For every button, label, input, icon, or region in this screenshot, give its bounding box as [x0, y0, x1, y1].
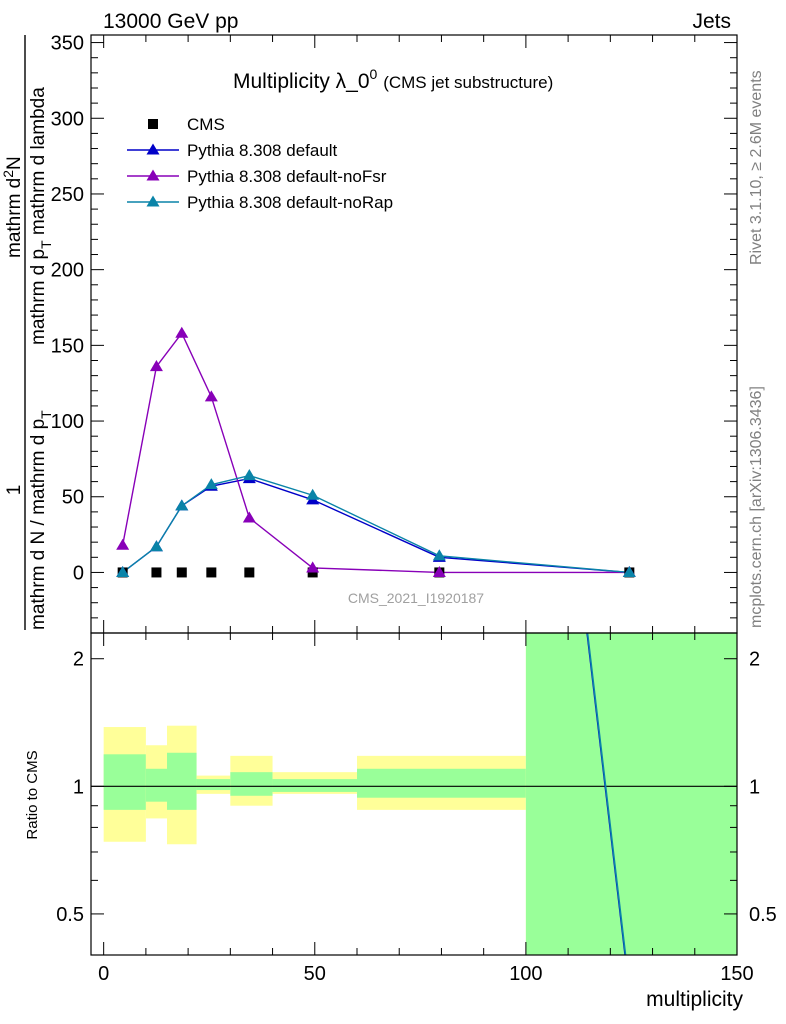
mcplots-label: mcplots.cern.ch [arXiv:1306.3436]: [748, 386, 765, 628]
y-tick-label: 350: [51, 33, 84, 55]
ratio-y-tick-label: 1: [73, 776, 84, 798]
legend-label: Pythia 8.308 default-noFsr: [187, 167, 387, 186]
ratio-series-lines: [586, 632, 627, 956]
ratio-plot-frame: [90, 632, 738, 956]
data-point-triangle: [116, 565, 130, 577]
y-tick-label: 150: [51, 335, 84, 357]
y-label-frac1-num: 1: [4, 485, 25, 496]
x-tick-label: 0: [98, 963, 109, 985]
ratio-band-green: [167, 752, 197, 810]
ratio-y-tick-label-right: 0.5: [749, 904, 777, 926]
y-tick-label: 300: [51, 108, 84, 130]
y-label-frac2-den-tail: mathrm d lambda: [28, 87, 49, 241]
legend-label: Pythia 8.308 default-noRap: [187, 193, 393, 212]
y-axis-label: 1 mathrm d N / mathrm d pT mathrm d2N ma…: [0, 35, 54, 630]
legend-marker-triangle: [146, 143, 160, 155]
data-point-square: [244, 567, 255, 578]
y-label-frac2-num-tail: N: [4, 156, 25, 170]
y-label-frac2-den-main: mathrm d p: [28, 249, 49, 345]
data-point-triangle: [149, 360, 163, 372]
ratio-band-green: [230, 772, 273, 796]
ratio-band-green: [272, 779, 357, 792]
ratio-y-tick-label-right: 1: [749, 776, 760, 798]
ratio-uncertainty-bands: [91, 633, 737, 955]
legend-marker-triangle: [146, 195, 160, 207]
rivet-version-label: Rivet 3.1.10, ≥ 2.6M events: [748, 70, 765, 265]
axes: 0 50 100 150 0 50 100 150 200 250 300 350 0.5 0.5 1 1 2 2: [51, 33, 777, 985]
ratio-band-green: [145, 768, 167, 802]
header-process-label: Jets: [692, 10, 731, 33]
ratio-y-tick-label: 2: [73, 649, 84, 671]
x-axis-label: multiplicity: [646, 988, 743, 1011]
data-point-triangle: [432, 565, 446, 577]
legend-marker-triangle: [146, 169, 160, 181]
legend: CMS Pythia 8.308 default Pythia 8.308 defa…: [127, 115, 393, 212]
main-series-lines: [121, 331, 630, 574]
y-label-frac2-den-sub: T: [38, 240, 54, 249]
data-point-triangle: [116, 538, 130, 550]
ratio-y-tick-label-right: 2: [749, 649, 760, 671]
chart-title-main: Multiplicity λ_0: [233, 70, 370, 93]
y-label-frac2-den: mathrm d pT mathrm d lambda: [28, 87, 54, 345]
data-point-square: [206, 567, 217, 578]
analysis-watermark: CMS_2021_I1920187: [348, 590, 484, 606]
data-point-triangle: [175, 326, 189, 338]
legend-marker-square: [148, 119, 158, 129]
ratio-y-axis-label: Ratio to CMS: [24, 750, 41, 839]
data-point-triangle: [306, 561, 320, 573]
x-tick-label: 150: [720, 963, 753, 985]
chart-subtitle: (CMS jet substructure): [383, 73, 553, 92]
data-point-triangle: [204, 478, 218, 490]
x-tick-label: 100: [509, 963, 542, 985]
data-point-triangle: [175, 499, 189, 511]
y-label-frac2-num: mathrm d2N: [0, 156, 25, 258]
y-label-frac1-den: mathrm d N / mathrm d pT: [28, 410, 54, 630]
data-point-triangle: [432, 549, 446, 561]
y-label-frac1-den-sub: T: [38, 410, 54, 419]
data-point-triangle: [622, 565, 636, 577]
data-point-square: [151, 567, 162, 578]
data-point-square: [176, 567, 187, 578]
chart-title: Multiplicity λ_00 (CMS jet substructure): [233, 61, 553, 93]
data-point-triangle: [306, 488, 320, 500]
data-point-triangle: [204, 390, 218, 402]
ratio-y-tick-label: 0.5: [56, 904, 84, 926]
data-point-triangle: [242, 469, 256, 481]
data-point-triangle: [242, 511, 256, 523]
ratio-band-green: [196, 779, 231, 791]
y-label-frac2-num-main: mathrm d: [4, 178, 25, 258]
y-tick-label: 100: [51, 411, 84, 433]
y-label-frac1-den-main: mathrm d N / mathrm d p: [28, 419, 49, 630]
x-tick-label: 50: [304, 963, 326, 985]
legend-label: Pythia 8.308 default: [187, 141, 338, 160]
main-series-markers: [116, 326, 636, 578]
ratio-band-green: [525, 633, 737, 955]
series-line: [122, 474, 630, 574]
y-tick-label: 250: [51, 184, 84, 206]
y-tick-label: 50: [62, 487, 84, 509]
series-line: [121, 331, 630, 574]
ratio-band-green: [357, 768, 526, 798]
ratio-band-green: [103, 754, 146, 810]
y-tick-label: 200: [51, 260, 84, 282]
legend-label: CMS: [187, 115, 225, 134]
header-energy-label: 13000 GeV pp: [103, 10, 238, 33]
chart-title-superscript: 0: [370, 66, 378, 82]
data-point-triangle: [149, 540, 163, 552]
y-tick-label: 0: [73, 562, 84, 584]
ratio-line: [586, 632, 627, 956]
y-label-frac2-num-sup: 2: [0, 170, 16, 178]
